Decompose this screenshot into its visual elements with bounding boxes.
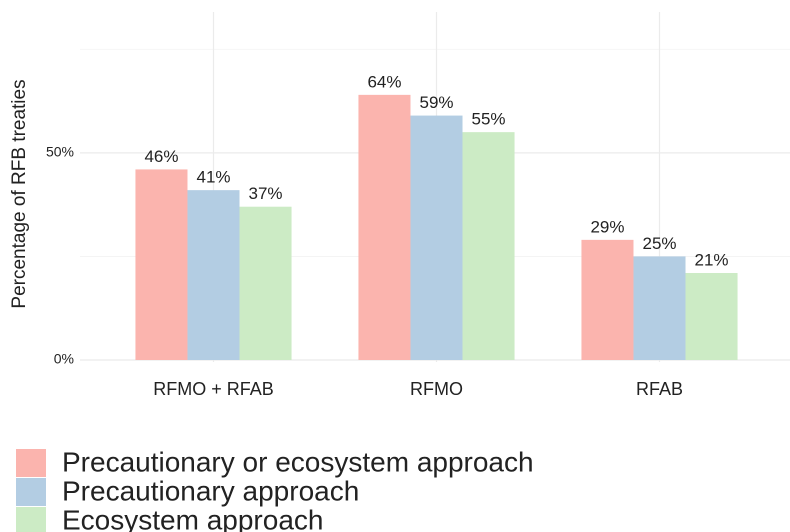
legend-swatch [16,507,46,532]
value-label: 59% [419,93,453,112]
bar [135,169,188,360]
bar [410,115,463,360]
x-tick-label: RFMO + RFAB [153,379,274,399]
bar [187,190,240,360]
legend-swatch [16,449,46,477]
value-label: 41% [196,168,230,187]
value-label: 64% [367,72,401,91]
bar [239,206,292,360]
legend-label: Precautionary approach [62,475,359,506]
bar [685,273,738,360]
value-label: 29% [590,217,624,236]
value-label: 55% [472,110,506,129]
bar [581,239,634,360]
value-label: 21% [695,250,729,269]
bar [462,132,515,360]
y-tick-label: 0% [54,351,74,367]
bar [633,256,686,360]
y-tick-label: 50% [46,144,74,160]
value-label: 37% [249,184,283,203]
legend-swatch [16,478,46,506]
legend-label: Ecosystem approach [62,504,323,532]
x-tick-label: RFMO [410,379,463,399]
x-tick-label: RFAB [636,379,683,399]
value-label: 46% [144,147,178,166]
legend-label: Precautionary or ecosystem approach [62,446,534,477]
y-axis-title: Percentage of RFB treaties [9,79,30,308]
bar [358,94,411,360]
value-label: 25% [642,234,676,253]
